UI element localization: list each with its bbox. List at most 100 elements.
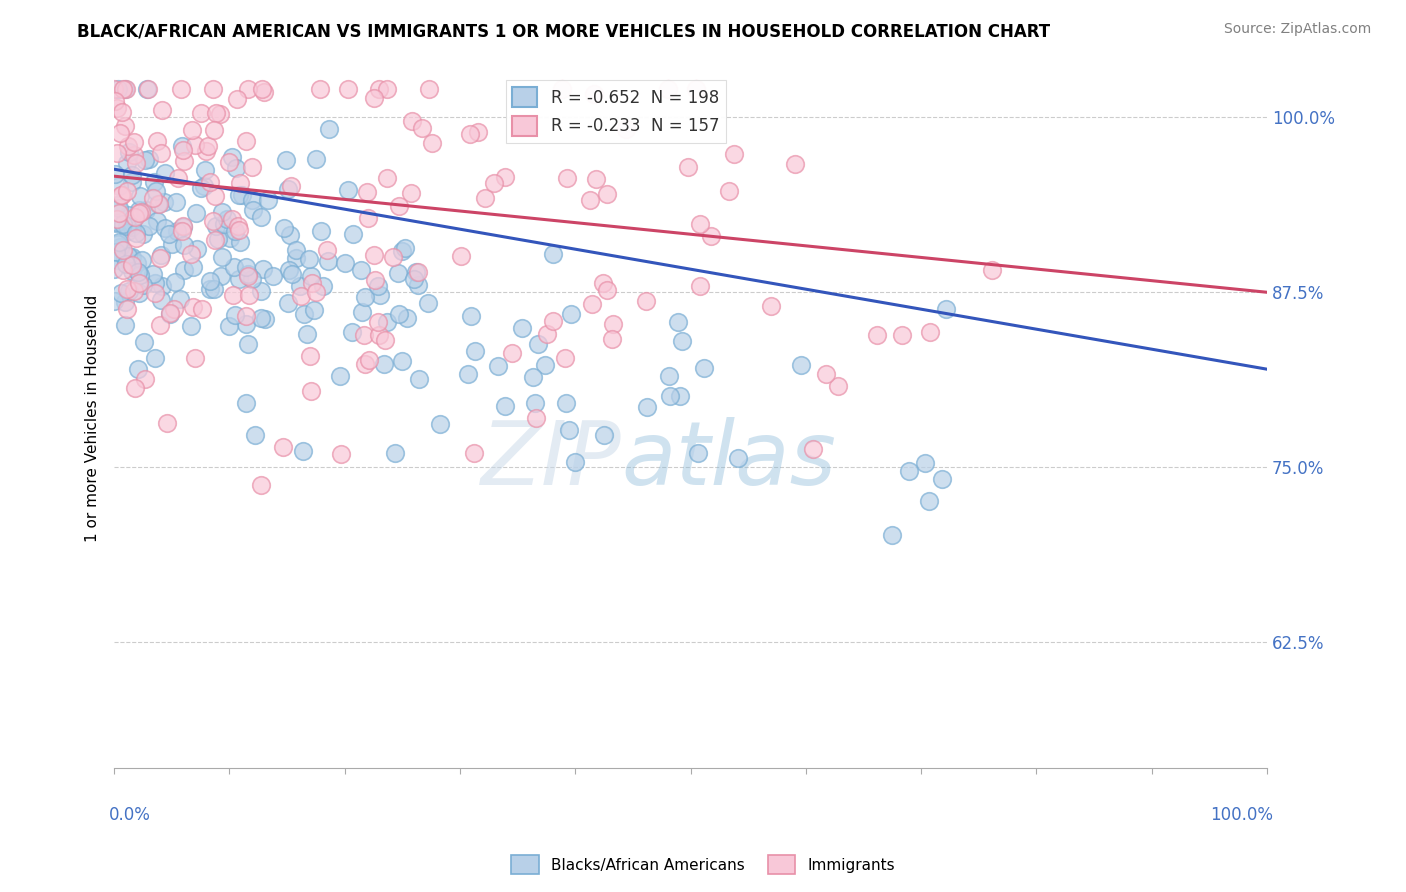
Point (689, 217, 711, 231)
Point (191, 301, 214, 316)
Point (541, 247, 564, 261)
Point (463, 446, 485, 460)
Point (108, 240, 131, 254)
Point (157, 227, 180, 242)
Point (359, 353, 381, 368)
Point (110, 285, 132, 300)
Point (295, 326, 318, 341)
Point (406, 265, 429, 279)
Point (250, 285, 273, 299)
Point (235, 309, 257, 323)
Point (297, 252, 319, 267)
Point (146, 197, 169, 211)
Point (143, 175, 166, 189)
Point (146, 213, 169, 227)
Point (104, 94, 127, 108)
Point (686, 446, 709, 460)
Point (132, 335, 155, 350)
Point (218, 231, 240, 245)
Point (190, 105, 212, 120)
Point (250, 210, 273, 224)
Point (114, 251, 136, 265)
Point (181, 260, 204, 274)
Point (723, 146, 745, 161)
Text: Source: ZipAtlas.com: Source: ZipAtlas.com (1223, 22, 1371, 37)
Point (194, 144, 217, 158)
Point (121, 258, 143, 272)
Point (224, 224, 246, 238)
Point (356, 185, 378, 199)
Point (201, 82, 224, 96)
Point (981, 262, 1004, 277)
Point (554, 351, 576, 365)
Text: 0.0%: 0.0% (108, 806, 150, 824)
Point (114, 119, 136, 133)
Point (387, 266, 409, 280)
Point (132, 227, 155, 242)
Point (406, 277, 429, 292)
Point (121, 263, 143, 277)
Point (761, 299, 783, 313)
Point (114, 318, 136, 333)
Point (316, 243, 339, 257)
Point (284, 251, 307, 265)
Point (689, 279, 711, 293)
Point (252, 262, 274, 277)
Point (370, 287, 392, 301)
Point (253, 85, 276, 99)
Point (150, 146, 173, 161)
Point (160, 237, 183, 252)
Point (305, 152, 328, 166)
Point (364, 273, 387, 287)
Point (173, 263, 195, 277)
Point (330, 447, 353, 461)
Point (316, 254, 339, 268)
Point (211, 205, 233, 219)
Point (117, 249, 139, 263)
Point (128, 203, 150, 218)
Point (243, 428, 266, 442)
Point (249, 478, 271, 492)
Point (257, 193, 280, 207)
Point (135, 203, 157, 218)
Point (172, 143, 194, 157)
Point (450, 249, 472, 263)
Point (457, 368, 479, 382)
Point (467, 125, 489, 139)
Point (935, 302, 957, 317)
Point (592, 428, 614, 442)
Point (115, 184, 138, 198)
Point (112, 243, 135, 257)
Point (277, 182, 299, 196)
Point (149, 251, 172, 265)
Point (125, 230, 148, 244)
Point (658, 368, 681, 383)
Point (890, 327, 912, 342)
Point (484, 176, 506, 190)
Point (387, 307, 409, 321)
Point (228, 188, 250, 202)
Point (367, 278, 389, 293)
Point (827, 379, 849, 393)
Point (115, 282, 138, 296)
Point (138, 152, 160, 166)
Point (105, 101, 128, 115)
Point (636, 294, 658, 309)
Point (107, 237, 129, 252)
Point (522, 369, 544, 384)
Point (666, 316, 689, 330)
Point (127, 265, 149, 279)
Point (153, 194, 176, 209)
Point (290, 289, 312, 303)
Point (180, 246, 202, 260)
Point (134, 372, 156, 386)
Point (120, 251, 142, 265)
Point (238, 337, 260, 351)
Point (373, 357, 395, 371)
Point (240, 271, 263, 285)
Point (146, 134, 169, 148)
Text: BLACK/AFRICAN AMERICAN VS IMMIGRANTS 1 OR MORE VEHICLES IN HOUSEHOLD CORRELATION: BLACK/AFRICAN AMERICAN VS IMMIGRANTS 1 O… (77, 22, 1050, 40)
Point (235, 318, 257, 332)
Point (536, 327, 558, 342)
Point (124, 381, 146, 395)
